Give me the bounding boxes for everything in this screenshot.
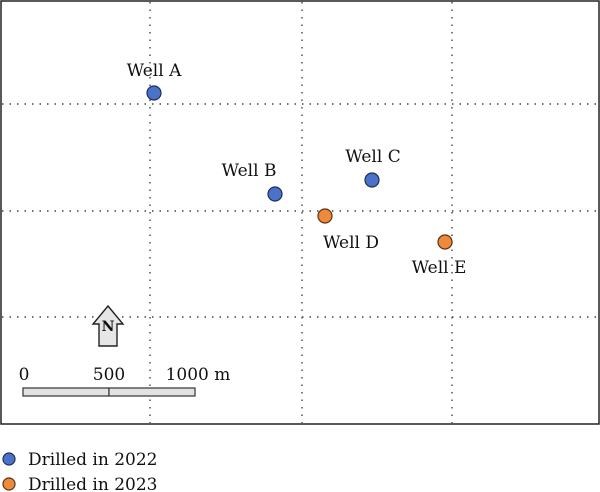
north-letter: N [102, 319, 115, 335]
well-a-marker[interactable] [146, 85, 162, 101]
well-d-label: Well D [323, 233, 379, 253]
well-a-label: Well A [127, 61, 182, 81]
well-c-marker[interactable] [364, 172, 380, 188]
legend-label-2022: Drilled in 2022 [28, 450, 157, 470]
legend: Drilled in 2022 Drilled in 2023 [2, 450, 157, 492]
scale-bar-segment-2 [108, 387, 196, 397]
well-d-marker[interactable] [317, 208, 333, 224]
well-b-marker[interactable] [267, 186, 283, 202]
well-e-label: Well E [412, 258, 467, 278]
north-arrow-icon [91, 304, 125, 347]
map-frame [0, 0, 600, 425]
scale-label-1000: 1000 m [166, 365, 231, 385]
well-e-marker[interactable] [437, 234, 453, 250]
well-e[interactable]: Well E [412, 234, 467, 278]
scale-bar: 0 500 1000 m [19, 365, 231, 397]
scale-label-0: 0 [19, 365, 30, 385]
legend-item-2023: Drilled in 2023 [2, 475, 157, 492]
legend-marker-2023 [2, 477, 16, 491]
scale-bar-segment-1 [22, 387, 110, 397]
legend-item-2022: Drilled in 2022 [2, 450, 157, 470]
north-arrow: N [91, 304, 125, 347]
legend-label-2023: Drilled in 2023 [28, 475, 157, 492]
scale-label-500: 500 [93, 365, 125, 385]
well-b-label: Well B [222, 161, 277, 181]
well-d[interactable]: Well D [317, 208, 379, 253]
map-grid [2, 2, 598, 423]
well-c-label: Well C [345, 147, 400, 167]
well-a[interactable]: Well A [127, 61, 182, 101]
well-c[interactable]: Well C [345, 147, 401, 188]
well-b[interactable]: Well B [222, 161, 283, 202]
legend-marker-2022 [2, 452, 16, 466]
